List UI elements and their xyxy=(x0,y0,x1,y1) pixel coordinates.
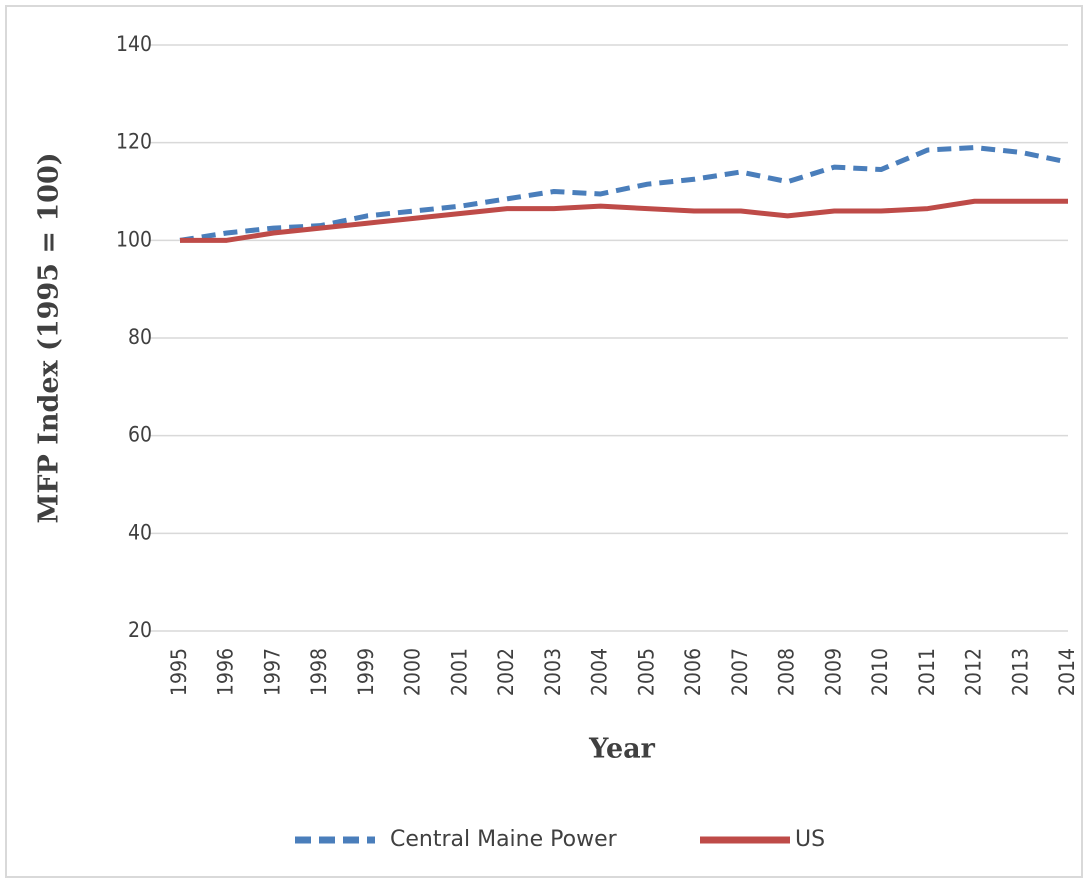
x-tick-label: 2001 xyxy=(447,648,471,696)
legend-label: Central Maine Power xyxy=(390,827,618,852)
x-tick-label: 2012 xyxy=(962,648,986,696)
y-tick-label: 60 xyxy=(128,423,152,447)
x-tick-label: 2005 xyxy=(634,648,658,696)
x-tick-label: 2000 xyxy=(401,648,425,696)
y-tick-label: 120 xyxy=(116,130,152,154)
x-tick-label: 1998 xyxy=(307,648,331,696)
x-tick-label: 2010 xyxy=(868,648,892,696)
x-tick-label: 2004 xyxy=(588,648,612,696)
y-tick-label: 80 xyxy=(128,325,152,349)
x-tick-label: 2007 xyxy=(728,648,752,696)
y-axis-title: MFP Index (1995 = 100) xyxy=(34,152,65,523)
x-tick-label: 2006 xyxy=(681,648,705,696)
legend-label: US xyxy=(795,827,825,852)
y-tick-label: 20 xyxy=(128,618,152,642)
y-tick-label: 100 xyxy=(116,227,152,251)
x-tick-label: 2003 xyxy=(541,648,565,696)
x-tick-label: 2011 xyxy=(915,648,939,696)
line-series xyxy=(179,145,1069,243)
x-tick-label: 1995 xyxy=(167,648,191,696)
x-axis-title: Year xyxy=(588,734,656,765)
x-tick-label: 1997 xyxy=(260,648,284,696)
y-tick-label: 40 xyxy=(128,520,152,544)
x-tick-label: 2014 xyxy=(1055,648,1079,696)
x-tick-label: 2008 xyxy=(775,648,799,696)
line-series xyxy=(180,198,1068,243)
y-tick-label: 140 xyxy=(116,32,152,56)
chart-border xyxy=(5,5,1083,878)
x-tick-label: 1999 xyxy=(354,648,378,696)
x-tick-label: 2002 xyxy=(494,648,518,696)
x-tick-label: 2013 xyxy=(1008,648,1032,696)
x-tick-label: 2009 xyxy=(821,648,845,696)
x-tick-label: 1996 xyxy=(214,648,238,696)
